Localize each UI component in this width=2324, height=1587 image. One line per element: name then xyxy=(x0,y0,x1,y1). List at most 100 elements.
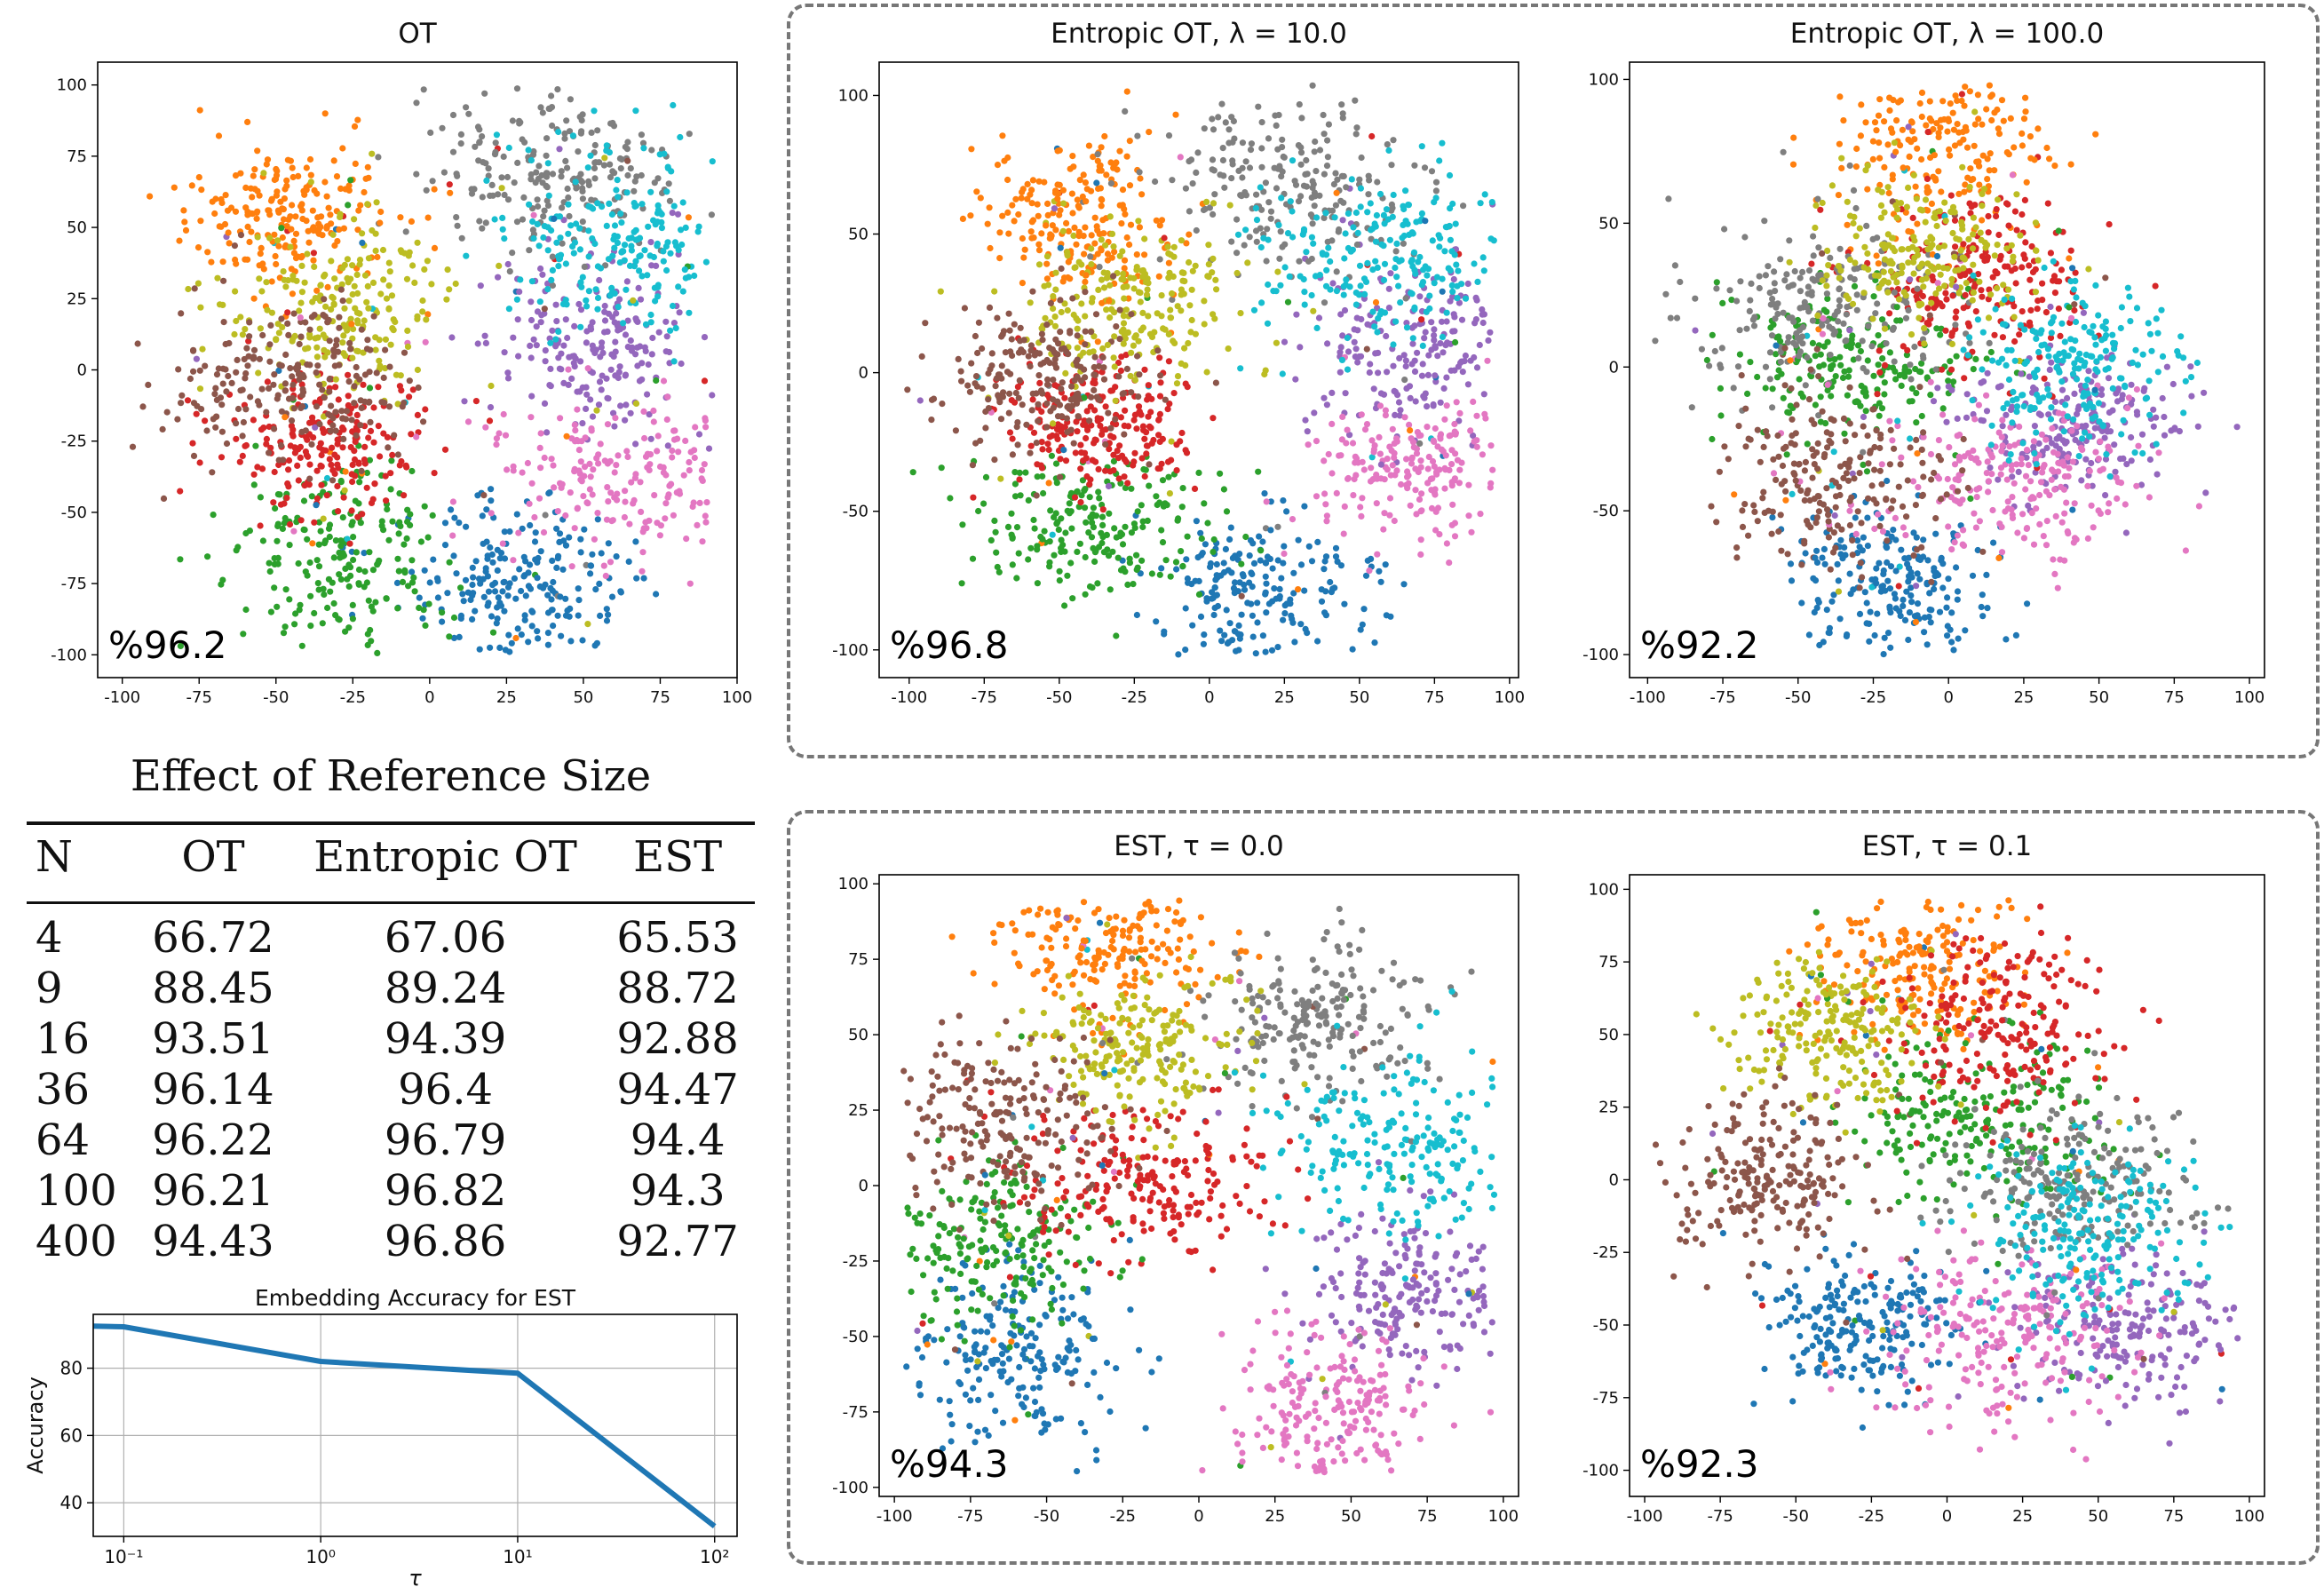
scatter-point xyxy=(177,488,184,495)
scatter-point xyxy=(576,246,584,253)
scatter-point xyxy=(1071,224,1078,231)
scatter-point xyxy=(330,599,337,607)
scatter-point xyxy=(294,462,301,470)
scatter-point xyxy=(1342,390,1349,397)
scatter-point xyxy=(1945,377,1952,385)
scatter-point xyxy=(997,475,1004,482)
scatter-point xyxy=(1043,392,1051,399)
scatter-point xyxy=(506,268,513,275)
scatter-point xyxy=(1043,400,1051,407)
scatter-point xyxy=(371,480,378,488)
scatter-point xyxy=(510,467,517,474)
scatter-point xyxy=(1019,401,1026,409)
scatter-point xyxy=(1384,369,1391,376)
scatter-point xyxy=(1139,324,1146,331)
scatter-point xyxy=(1830,591,1837,599)
scatter-point xyxy=(452,280,459,288)
scatter-point xyxy=(441,520,449,527)
scatter-point xyxy=(1322,588,1329,595)
scatter-point xyxy=(318,451,325,459)
scatter-point xyxy=(622,498,629,505)
scatter-point xyxy=(1114,166,1121,173)
scatter-point xyxy=(1340,530,1347,537)
scatter-point xyxy=(271,371,278,378)
scatter-point xyxy=(1116,442,1123,449)
scatter-point xyxy=(174,416,181,423)
scatter-point xyxy=(356,261,363,268)
scatter-point xyxy=(1029,396,1036,403)
scatter-point xyxy=(315,519,323,526)
scatter-point xyxy=(1018,194,1025,202)
scatter-point xyxy=(353,432,360,439)
scatter-point xyxy=(495,594,502,601)
scatter-point xyxy=(2043,144,2050,152)
scatter-point xyxy=(1058,308,1065,316)
scatter-point xyxy=(216,223,223,230)
scatter-point xyxy=(356,257,364,264)
scatter-point xyxy=(1237,365,1244,372)
scatter-point xyxy=(1091,353,1099,361)
scatter-point xyxy=(1368,437,1376,444)
scatter-point xyxy=(1050,377,1057,384)
scatter-point xyxy=(329,293,336,300)
scatter-point xyxy=(573,220,580,227)
scatter-point xyxy=(1277,228,1284,235)
scatter-point xyxy=(1211,191,1218,198)
scatter-point xyxy=(1253,238,1260,245)
scatter-point xyxy=(1289,208,1296,215)
scatter-point xyxy=(504,369,512,377)
scatter-point xyxy=(1370,385,1377,393)
scatter-point xyxy=(957,368,964,375)
scatter-point xyxy=(1279,168,1286,175)
scatter-point xyxy=(1906,609,1913,616)
scatter-point xyxy=(171,184,178,191)
scatter-point xyxy=(306,559,313,567)
scatter-point xyxy=(329,579,336,586)
scatter-point xyxy=(559,240,566,247)
scatter-point xyxy=(666,348,673,356)
scatter-point xyxy=(134,340,141,347)
scatter-point xyxy=(537,464,544,472)
scatter-point xyxy=(413,99,420,107)
scatter-point xyxy=(212,385,219,392)
scatter-point xyxy=(1406,231,1413,238)
scatter-point xyxy=(1081,504,1089,512)
scatter-point xyxy=(350,556,357,564)
scatter-point xyxy=(1404,468,1411,475)
scatter-point xyxy=(405,583,412,590)
scatter-point xyxy=(1834,560,1841,568)
scatter-point xyxy=(319,620,326,627)
scatter-point xyxy=(1425,453,1432,461)
scatter-point xyxy=(647,319,654,326)
scatter-point xyxy=(1344,348,1352,355)
scatter-point xyxy=(364,641,371,649)
scatter-point xyxy=(1449,288,1456,295)
scatter-point xyxy=(335,396,342,403)
scatter-point xyxy=(1240,573,1247,580)
scatter-point xyxy=(1099,353,1106,361)
scatter-point xyxy=(1424,272,1431,279)
scatter-point xyxy=(184,397,192,404)
scatter-point xyxy=(1853,398,1860,405)
scatter-point xyxy=(178,310,185,317)
scatter-point xyxy=(1257,557,1264,564)
scatter-point xyxy=(1078,449,1085,456)
scatter-point xyxy=(528,278,536,285)
scatter-point xyxy=(324,604,331,612)
scatter-point xyxy=(1325,244,1332,251)
scatter-point xyxy=(1459,369,1466,376)
scatter-point xyxy=(1482,415,1489,422)
scatter-point xyxy=(219,576,226,583)
scatter-point xyxy=(1320,111,1327,119)
scatter-point xyxy=(1118,353,1125,361)
scatter-point xyxy=(584,164,591,171)
scatter-point xyxy=(1412,398,1419,405)
scatter-point xyxy=(1057,329,1064,336)
x-tick-label: 50 xyxy=(1349,688,1369,707)
scatter-point xyxy=(1058,548,1065,556)
scatter-point xyxy=(1377,578,1384,585)
scatter-point xyxy=(594,305,601,313)
scatter-point xyxy=(1059,278,1067,285)
scatter-point xyxy=(334,440,341,448)
scatter-point xyxy=(1082,313,1089,320)
